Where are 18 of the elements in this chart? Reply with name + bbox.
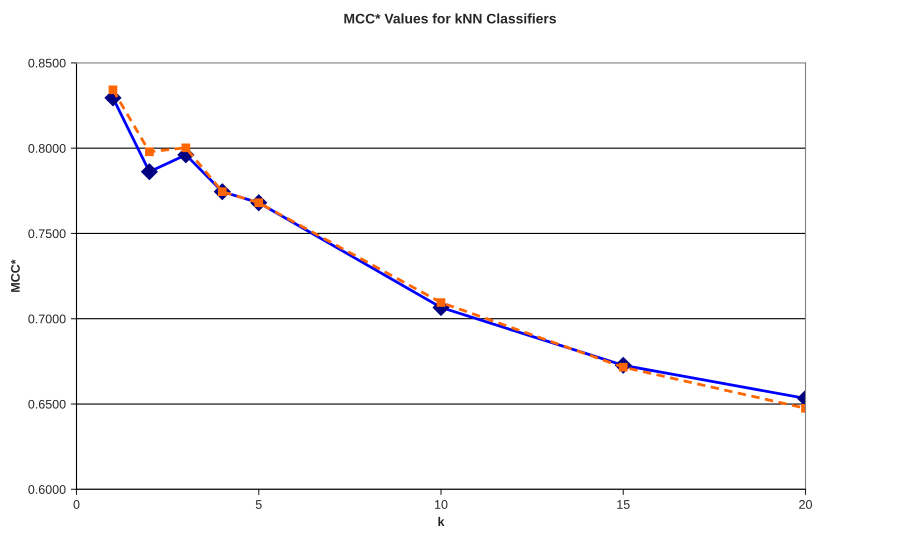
y-tick-label: 0.8500 [28,58,66,68]
y-tick-label: 0.8000 [28,144,66,153]
point [108,86,118,94]
x-tick-label: 10 [435,500,448,509]
point [182,143,190,152]
x-tick-label: 5 [256,500,262,509]
y-axis-title: MCC* [10,259,20,292]
y-tick-label: 0.6000 [28,485,66,494]
chart-title: MCC* Values for kNN Classifiers [344,13,556,24]
point [145,147,154,156]
point [436,298,446,307]
y-tick-label: 0.7000 [28,314,66,324]
x-tick-label: 20 [799,500,812,509]
x-tick-label: 15 [617,500,630,509]
y-tick-label: 0.6500 [28,400,66,409]
y-tick-label: 0.7500 [28,229,66,238]
x-tick-label: 0 [74,500,80,509]
x-axis-title: k [438,516,444,526]
